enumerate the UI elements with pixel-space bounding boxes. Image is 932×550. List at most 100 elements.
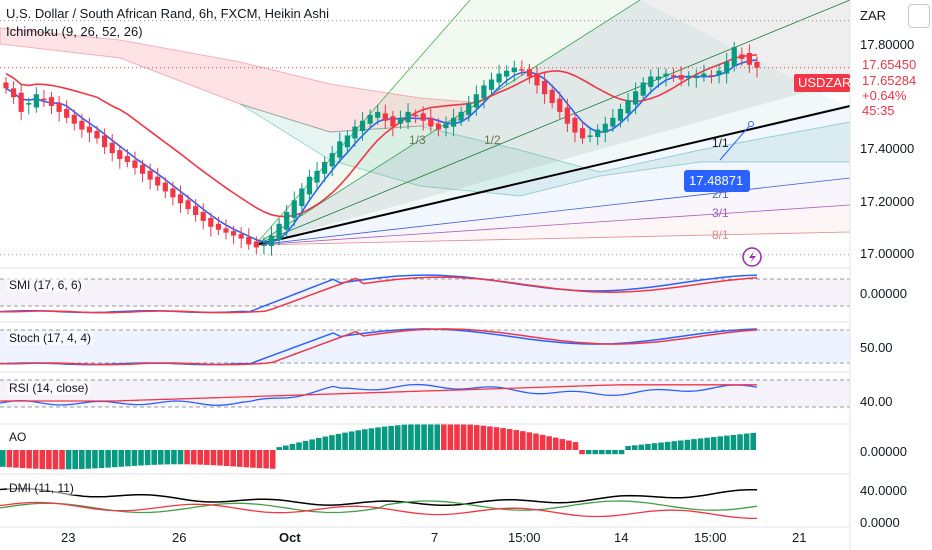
candle [223, 228, 229, 233]
ao-bar [131, 450, 138, 466]
candle [276, 223, 282, 241]
candle [215, 223, 222, 230]
candle [3, 82, 9, 89]
candle [648, 76, 654, 87]
ao-bar [579, 450, 585, 455]
candle [299, 188, 305, 207]
rsi-band [0, 380, 850, 407]
fan-handle-line [719, 123, 752, 161]
ao-bar [309, 439, 315, 450]
candle [48, 97, 55, 107]
candle [337, 141, 343, 158]
candle [322, 161, 328, 174]
ao-bar [362, 429, 368, 450]
ao-bar [85, 450, 92, 469]
ao-bar [197, 450, 204, 465]
ao-bar [559, 439, 566, 450]
ao-bar [302, 440, 309, 450]
candle [617, 108, 624, 121]
adx-line [0, 487, 757, 507]
ao-bar [645, 443, 651, 450]
candle [26, 103, 32, 105]
ao-bar [493, 427, 500, 450]
ao-bar [269, 450, 276, 469]
ao-bar [394, 425, 401, 450]
ao-bar [658, 442, 664, 450]
di-minus-line [0, 501, 758, 520]
ao-bar [612, 450, 618, 455]
candle [56, 103, 62, 112]
candle [64, 108, 70, 118]
candle [375, 111, 381, 118]
rsi-tick: 40.00 [860, 394, 893, 409]
candle [185, 200, 191, 210]
ao-bar [223, 450, 230, 467]
ao-bar [92, 450, 98, 469]
time-tick: 7 [431, 530, 439, 545]
candle [86, 126, 93, 133]
candle [549, 89, 555, 104]
ao-bar [151, 450, 157, 465]
stoch-d-line [0, 328, 758, 366]
candle [488, 79, 495, 90]
candle [246, 237, 252, 245]
ao-bar [19, 450, 26, 469]
candle [716, 70, 722, 76]
close-price-label: 17.65284 [862, 73, 917, 88]
candle [162, 182, 168, 192]
ao-bar [296, 442, 302, 450]
dmi-tick-top: 40.0000 [860, 483, 907, 498]
candle [610, 117, 616, 127]
stoch-legend[interactable]: Stoch (17, 4, 4) [7, 331, 94, 345]
ao-bar [263, 450, 269, 469]
ao-bar [539, 434, 546, 450]
ao-bar [750, 432, 756, 450]
candle [693, 76, 699, 79]
ao-bar [671, 441, 678, 450]
candle [79, 120, 85, 130]
candle [686, 76, 692, 79]
ao-bar [6, 450, 13, 468]
ao-bar [276, 447, 283, 450]
ao-bar [177, 450, 184, 465]
lightning-icon [749, 251, 756, 263]
price-tick: 17.40000 [860, 141, 915, 156]
smi-legend[interactable]: SMI (17, 6, 6) [7, 278, 84, 292]
candle [359, 120, 366, 132]
currency-menu-button[interactable] [908, 4, 930, 28]
candle [193, 206, 199, 215]
rsi-legend[interactable]: RSI (14, close) [7, 381, 91, 395]
candle [117, 150, 123, 160]
candle [314, 170, 320, 183]
candle [526, 69, 533, 77]
ao-bar [335, 433, 342, 450]
ichimoku-legend[interactable]: Ichimoku (9, 26, 52, 26) [6, 24, 143, 39]
candle [41, 98, 47, 101]
time-tick: 21 [792, 530, 807, 545]
ao-legend[interactable]: AO [7, 430, 29, 444]
ao-bar [52, 450, 59, 470]
ao-bar [605, 450, 612, 455]
candle [413, 114, 419, 117]
candle [708, 75, 715, 77]
dmi-legend[interactable]: DMI (11, 11) [7, 481, 76, 495]
price-tick: 17.80000 [860, 37, 915, 52]
candle [268, 235, 275, 246]
ao-bar [184, 450, 190, 465]
rsi-line [0, 383, 758, 406]
ao-bar [105, 450, 111, 468]
cursor-price-bg [684, 170, 750, 192]
fan-line [254, 231, 851, 246]
candle [367, 114, 373, 124]
ao-bar [375, 427, 381, 450]
ao-bar [487, 426, 493, 450]
ao-bar [46, 450, 52, 470]
ao-bar [684, 439, 691, 450]
ao-bar [500, 428, 506, 450]
candle [724, 61, 730, 74]
candle [261, 244, 267, 246]
ao-bar [618, 450, 625, 455]
candle [739, 54, 745, 59]
candle [534, 73, 540, 86]
